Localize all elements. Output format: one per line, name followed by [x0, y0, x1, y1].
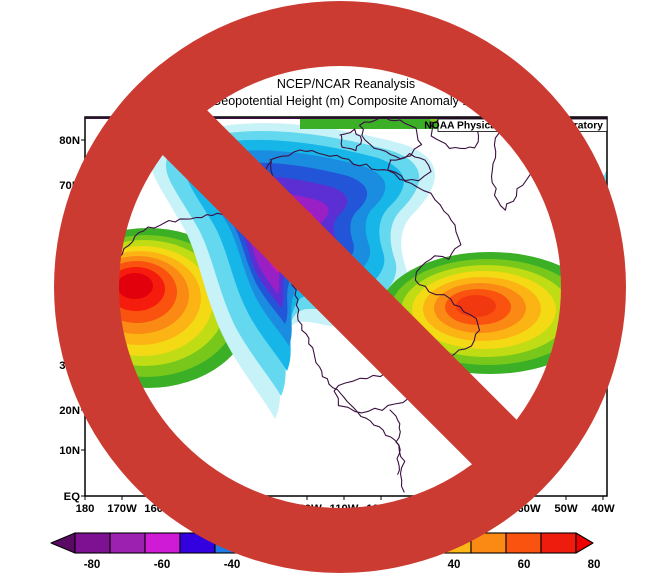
svg-text:170W: 170W	[107, 503, 137, 515]
svg-text:40W: 40W	[591, 503, 615, 515]
svg-text:180: 180	[76, 503, 95, 515]
svg-text:50W: 50W	[554, 503, 578, 515]
svg-text:-80: -80	[84, 559, 101, 571]
svg-text:EQ: EQ	[64, 491, 81, 503]
svg-text:60: 60	[518, 559, 531, 571]
svg-text:-60: -60	[154, 559, 171, 571]
svg-text:-40: -40	[224, 559, 241, 571]
svg-text:80N: 80N	[59, 135, 80, 147]
svg-text:80: 80	[588, 559, 601, 571]
svg-text:20N: 20N	[59, 405, 80, 417]
svg-text:10N: 10N	[59, 445, 80, 457]
svg-text:40: 40	[448, 559, 461, 571]
